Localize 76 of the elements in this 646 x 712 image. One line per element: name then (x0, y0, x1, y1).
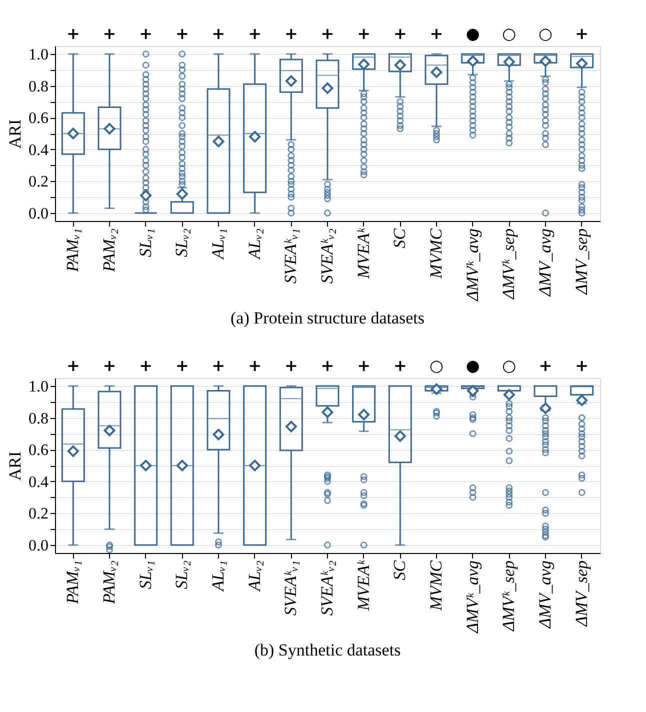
y-tick-label: 0.0 (28, 206, 48, 223)
x-tick-label: PAMᵥ₁ (63, 228, 82, 273)
text: ○ (502, 24, 516, 43)
text: ○ (430, 356, 444, 375)
text: ○ (538, 24, 553, 43)
y-tick-label: 0.2 (28, 506, 48, 523)
x-tick-label: SVEAᵏᵥ₂ (318, 560, 336, 616)
text: + (393, 24, 407, 43)
text: + (248, 24, 262, 43)
y-tick-label: 0.6 (28, 442, 48, 460)
text: + (357, 356, 371, 375)
x-tick-label: SVEAᵏᵥ₁ (281, 228, 300, 284)
x-tick-label: PAMᵥ₂ (100, 560, 118, 605)
text: + (575, 24, 589, 43)
text: + (248, 356, 262, 375)
text: ● (466, 356, 480, 375)
x-tick-label: PAMᵥ₂ (100, 228, 118, 273)
y-tick-label: 0.8 (28, 78, 48, 96)
y-tick-label: 0.6 (28, 110, 48, 128)
text: + (284, 356, 298, 375)
x-tick-label: ALᵥ₁ (208, 228, 228, 260)
x-tick-label: MVEAᵏ (354, 559, 373, 612)
y-tick-label: 0.8 (28, 410, 48, 428)
y-tick-label: 0.4 (28, 142, 48, 159)
text: + (212, 356, 226, 375)
text: + (139, 356, 153, 375)
y-axis-title: ARI (6, 119, 24, 149)
x-tick-label: PAMᵥ₁ (63, 560, 82, 605)
x-tick-label: SC (390, 228, 410, 248)
x-tick-label: ΔMV_sep (572, 228, 591, 296)
x-tick-label: ΔMV_sep (572, 560, 591, 628)
x-tick-label: ΔMVᵏ_avg (462, 228, 482, 302)
x-tick-label: SLᵥ₂ (172, 228, 192, 258)
text: + (175, 356, 189, 375)
x-tick-label: MVEAᵏ (354, 227, 373, 280)
text: + (284, 24, 298, 43)
text: (b) Synthetic datasets (254, 640, 401, 660)
text: + (393, 356, 407, 375)
text: (a) Protein structure datasets (230, 308, 425, 328)
x-tick-label: SVEAᵏᵥ₁ (281, 560, 300, 616)
text: + (66, 24, 80, 43)
text: + (430, 24, 444, 43)
text: + (102, 356, 116, 375)
x-tick-label: ALᵥ₂ (244, 560, 264, 592)
text: + (320, 24, 334, 43)
x-tick-label: ΔMVᵏ_sep (499, 228, 518, 300)
text: + (357, 24, 371, 43)
x-tick-label: ALᵥ₁ (208, 560, 228, 592)
x-tick-label: ΔMV_avg (536, 560, 554, 630)
text: ○ (502, 356, 516, 375)
x-tick-label: SLᵥ₁ (136, 560, 155, 590)
text: + (175, 24, 189, 43)
x-tick-label: MVMC (426, 228, 446, 280)
y-tick-label: 0.0 (28, 538, 48, 555)
text: + (66, 356, 80, 375)
text: + (575, 356, 589, 375)
x-tick-label: ΔMVᵏ_sep (499, 560, 518, 632)
y-tick-label: 0.4 (28, 474, 48, 491)
x-tick-label: ALᵥ₂ (244, 228, 264, 260)
x-tick-label: SLᵥ₁ (136, 228, 155, 258)
x-tick-label: MVMC (426, 560, 446, 612)
x-tick-label: SC (390, 560, 410, 580)
text: + (102, 24, 116, 43)
text: + (139, 24, 153, 43)
x-tick-label: ΔMV_avg (536, 228, 554, 298)
text: + (320, 356, 334, 375)
y-tick-label: 1.0 (28, 378, 48, 396)
x-tick-label: ΔMVᵏ_avg (462, 560, 482, 634)
text: + (212, 24, 226, 43)
text: ● (466, 24, 480, 43)
text: + (538, 356, 552, 375)
y-tick-label: 1.0 (28, 46, 48, 64)
y-tick-label: 0.2 (28, 174, 48, 191)
x-tick-label: SLᵥ₂ (172, 560, 192, 590)
y-axis-title: ARI (6, 451, 24, 481)
x-tick-label: SVEAᵏᵥ₂ (318, 228, 336, 284)
